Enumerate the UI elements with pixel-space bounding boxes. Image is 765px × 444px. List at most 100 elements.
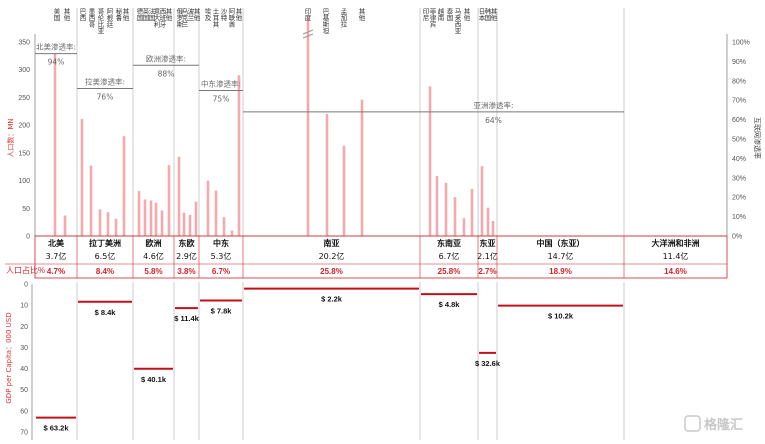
population-bar xyxy=(89,165,93,236)
left-y-tick-label: 300 xyxy=(18,67,30,74)
region-share: 25.8% xyxy=(320,267,343,276)
country-label: 墨西哥 xyxy=(87,8,95,28)
left-y-tick-label: 0 xyxy=(26,234,30,241)
penetration-label: 北美渗透率: xyxy=(36,42,76,52)
right-y-tick-label: 40% xyxy=(732,156,746,163)
region-name: 东南亚 xyxy=(437,238,461,248)
country-label: 其他 xyxy=(121,8,129,23)
population-bar xyxy=(360,99,364,236)
region-name: 拉丁美洲 xyxy=(89,238,121,248)
population-bar xyxy=(143,199,147,236)
population-bar xyxy=(491,221,495,236)
region-name: 东亚 xyxy=(480,238,496,248)
gdp-y-tick-label: 20 xyxy=(20,324,28,331)
left-y-tick-label: 150 xyxy=(18,150,30,157)
population-bar xyxy=(486,207,490,236)
population-bar xyxy=(154,202,158,236)
population-bar xyxy=(137,191,141,236)
region-population: 2.1亿 xyxy=(477,251,498,261)
region-share: 14.6% xyxy=(664,267,687,276)
country-label: 英国 xyxy=(141,7,149,23)
watermark: 格隆汇 xyxy=(684,415,743,433)
country-label: 印度 xyxy=(303,8,311,23)
country-label: 其他 xyxy=(164,8,172,23)
population-bar xyxy=(53,53,57,237)
region-population: 11.4亿 xyxy=(663,251,689,261)
gdp-label: $ 4.8k xyxy=(439,300,461,309)
penetration-value: 64% xyxy=(485,116,502,125)
right-y-tick-label: 80% xyxy=(732,78,746,85)
gdp-label: $ 32.6k xyxy=(475,359,501,368)
left-y-tick-label: 250 xyxy=(18,95,30,102)
left-y-tick-label: 50 xyxy=(22,206,30,213)
right-y-tick-label: 100% xyxy=(732,40,750,47)
country-label: 沙特 xyxy=(219,8,227,21)
gdp-label: $ 2.2k xyxy=(321,295,343,304)
gdp-y-tick-label: 0 xyxy=(24,282,28,289)
region-population: 4.6亿 xyxy=(143,251,164,261)
gdp-label: $ 40.1k xyxy=(141,375,167,384)
country-label: 意大利 xyxy=(152,7,160,28)
region-name: 东欧 xyxy=(179,238,195,248)
country-label: 巴基斯坦 xyxy=(321,8,329,35)
population-bar xyxy=(177,156,181,236)
gdp-y-axis-title: GDP per Capita：000 USD xyxy=(5,312,13,403)
country-label: 泰国 xyxy=(445,7,453,23)
country-label: 西班牙 xyxy=(158,8,166,29)
population-bar xyxy=(230,230,234,236)
gdp-label: $ 7.8k xyxy=(211,306,233,315)
watermark-icon xyxy=(684,415,701,432)
population-bar xyxy=(80,119,84,236)
population-bar xyxy=(435,176,439,236)
gdp-panel: 0 10 20 30 40 50 60 70 $ 63.2k $ 8.4k $ 40.1k $ 11.… xyxy=(20,282,625,440)
population-bar xyxy=(114,218,118,236)
country-label: 阿联酋 xyxy=(227,7,235,29)
country-label: 其他 xyxy=(462,8,470,23)
region-population: 5.3亿 xyxy=(211,251,232,261)
country-label: 韩国 xyxy=(483,7,491,23)
region-table: 北美 3.7亿 4.7% 拉丁美洲 6.5亿 8.4% 欧洲 4.6亿 5.8% 东欧 2.9亿 3.… xyxy=(5,235,728,279)
penetration-label: 拉美渗透率: xyxy=(85,77,125,87)
region-population: 14.7亿 xyxy=(548,251,574,261)
country-label: 印尼 xyxy=(421,8,429,23)
penetration-label: 中东渗透率: xyxy=(201,79,241,89)
population-bar xyxy=(149,200,153,236)
region-table-border xyxy=(34,235,728,279)
region-share: 8.4% xyxy=(96,267,114,276)
region-name: 中国（东亚） xyxy=(537,238,585,248)
right-y-tick-label: 10% xyxy=(732,214,746,221)
left-y-tick-label: 200 xyxy=(18,123,30,130)
population-bar xyxy=(306,18,310,236)
gdp-y-tick-label: 60 xyxy=(20,408,28,415)
region-share: 4.7% xyxy=(47,267,65,276)
gdp-y-tick-label: 50 xyxy=(20,387,28,394)
population-bar xyxy=(122,136,126,236)
country-label: 马来西亚 xyxy=(453,8,461,35)
region-name: 南亚 xyxy=(324,238,340,248)
population-bar xyxy=(428,86,432,236)
gdp-label: $ 63.2k xyxy=(43,424,69,433)
population-bar xyxy=(188,214,192,236)
population-bar xyxy=(480,166,484,236)
population-bar xyxy=(206,180,210,236)
region-name: 欧洲 xyxy=(146,238,162,248)
population-bar xyxy=(444,182,448,236)
population-bar xyxy=(237,75,241,236)
region-share: 25.8% xyxy=(438,267,461,276)
region-name: 大洋洲和非洲 xyxy=(652,238,700,248)
region-population: 6.7亿 xyxy=(439,251,460,261)
country-label: 德国 xyxy=(135,7,143,23)
right-y-tick-label: 0% xyxy=(732,234,742,241)
population-bar xyxy=(98,209,102,236)
country-label: 俄罗斯 xyxy=(175,7,183,29)
region-population: 6.5亿 xyxy=(95,251,116,261)
country-label: 波兰 xyxy=(186,7,194,22)
left-y-axis-title: 人口数：MN xyxy=(6,118,15,157)
right-y-tick-label: 20% xyxy=(732,195,746,202)
watermark-text: 格隆汇 xyxy=(704,417,743,433)
right-y-tick-label: 60% xyxy=(732,117,746,124)
right-y-axis-title: 互联网渗透率 xyxy=(753,117,762,159)
country-label: 越南 xyxy=(436,7,444,22)
gdp-label: $ 10.2k xyxy=(548,312,574,321)
